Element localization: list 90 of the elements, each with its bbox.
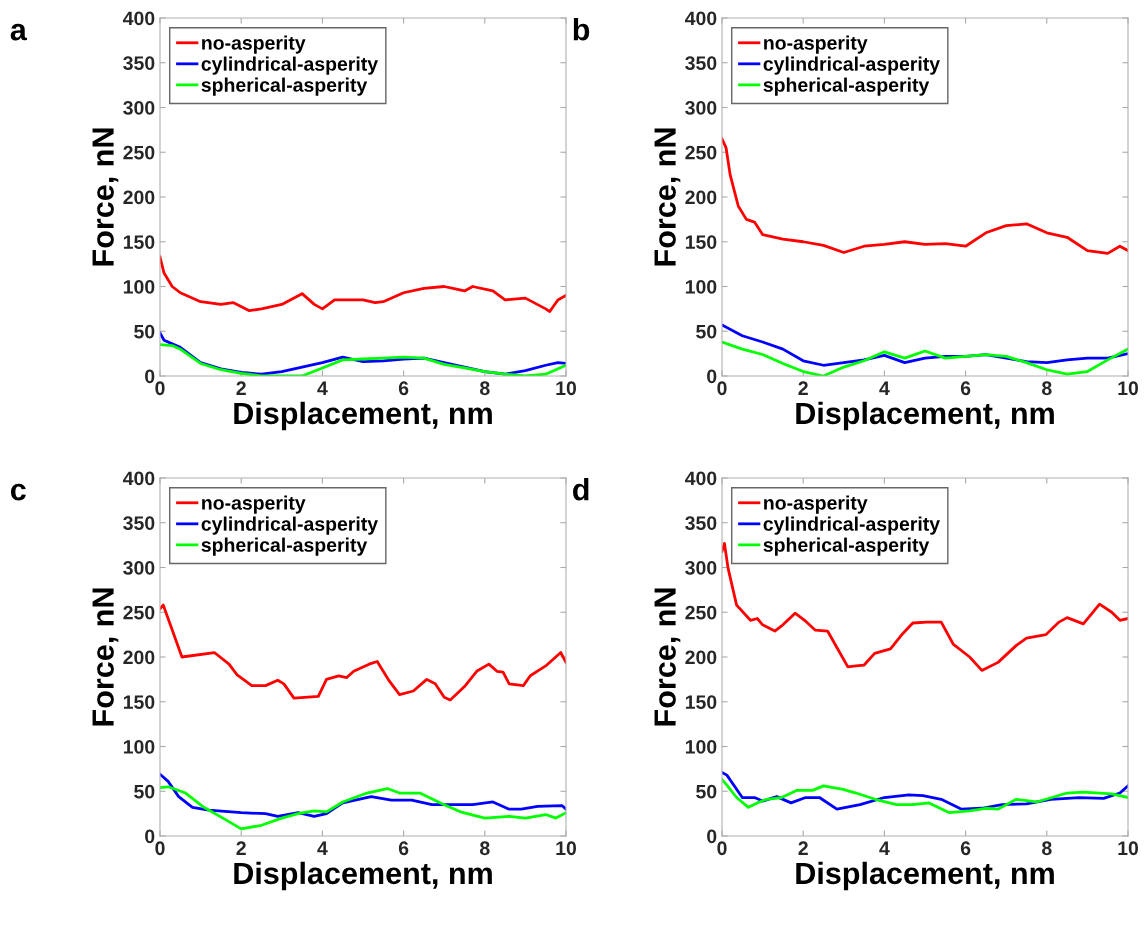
legend-label: cylindrical-asperity: [201, 56, 378, 75]
x-tick-label: 8: [480, 841, 490, 856]
x-tick-label: 6: [960, 381, 971, 396]
y-tick-label: 50: [134, 784, 155, 799]
y-tick-label: 350: [685, 516, 717, 531]
y-tick-label: 0: [707, 369, 717, 384]
legend-label: spherical-asperity: [763, 77, 930, 96]
y-tick-label: 200: [123, 650, 155, 665]
y-tick-label: 150: [123, 695, 155, 709]
line-series: [160, 785, 566, 831]
legend-label: no-asperity: [202, 35, 306, 54]
x-tick-label: 8: [1042, 841, 1052, 856]
y-tick-label: 200: [685, 650, 717, 665]
y-tick-label: 350: [123, 56, 155, 71]
y-tick-label: 50: [696, 784, 717, 799]
x-tick-label: 8: [480, 381, 490, 396]
y-tick-label: 250: [123, 605, 155, 620]
y-tick-label: 150: [123, 235, 155, 249]
y-tick-label: 0: [707, 829, 717, 844]
y-axis-title: Force, nN: [92, 588, 119, 726]
chart-title: a: [10, 23, 27, 41]
y-tick-label: 400: [684, 11, 717, 26]
y-tick-label: 400: [122, 471, 155, 486]
x-tick-label: 2: [236, 841, 246, 855]
y-tick-label: 50: [696, 324, 717, 339]
x-tick-label: 0: [717, 841, 727, 856]
line-series: [160, 603, 566, 702]
line-series: [722, 778, 1128, 815]
legend-label: cylindrical-asperity: [201, 516, 378, 535]
x-tick-label: 4: [879, 841, 890, 855]
y-tick-label: 250: [123, 145, 155, 160]
legend-label: cylindrical-asperity: [763, 56, 940, 75]
line-series: [160, 772, 566, 818]
legend-label: no-asperity: [764, 35, 868, 54]
legend-label: cylindrical-asperity: [763, 516, 940, 535]
x-tick-label: 4: [879, 381, 890, 395]
y-axis-title: Force, nN: [92, 128, 119, 266]
x-tick-label: 4: [317, 381, 328, 395]
y-tick-label: 100: [123, 279, 155, 294]
y-tick-label: 100: [685, 279, 717, 294]
x-tick-label: 0: [155, 841, 165, 856]
x-tick-label: 0: [155, 381, 165, 396]
x-tick-label: 10: [556, 841, 577, 856]
y-tick-label: 0: [145, 829, 155, 844]
y-tick-label: 200: [685, 190, 717, 205]
line-series: [722, 137, 1128, 255]
x-tick-label: 2: [798, 841, 808, 855]
y-tick-label: 50: [134, 324, 155, 339]
x-axis-title: Displacement, nm: [796, 861, 1054, 891]
x-tick-label: 2: [236, 381, 246, 395]
y-tick-label: 100: [123, 739, 155, 754]
line-series: [160, 255, 566, 313]
y-axis-title: Force, nN: [654, 128, 681, 266]
x-tick-label: 4: [317, 841, 328, 855]
y-tick-label: 0: [145, 369, 155, 384]
x-tick-label: 6: [398, 381, 409, 396]
legend-label: spherical-asperity: [763, 537, 930, 556]
y-tick-label: 300: [685, 100, 717, 115]
chart-title: b: [573, 18, 590, 41]
legend-label: no-asperity: [202, 495, 306, 514]
legend-label: no-asperity: [764, 495, 868, 514]
x-axis-title: Displacement, nm: [796, 401, 1054, 431]
x-axis-title: Displacement, nm: [234, 861, 492, 891]
y-tick-label: 400: [122, 11, 155, 26]
legend-label: spherical-asperity: [201, 77, 368, 96]
y-tick-label: 350: [685, 56, 717, 71]
chart-title: c: [10, 483, 26, 501]
y-tick-label: 250: [685, 605, 717, 620]
y-tick-label: 350: [123, 516, 155, 531]
x-tick-label: 2: [798, 381, 808, 395]
y-tick-label: 150: [685, 235, 717, 249]
x-tick-label: 10: [556, 381, 577, 396]
x-tick-label: 10: [1118, 381, 1139, 396]
x-tick-label: 10: [1118, 841, 1139, 856]
y-tick-label: 250: [685, 145, 717, 160]
y-tick-label: 300: [123, 100, 155, 115]
y-axis-title: Force, nN: [654, 588, 681, 726]
x-tick-label: 6: [960, 841, 971, 856]
y-tick-label: 300: [123, 560, 155, 575]
y-tick-label: 400: [684, 471, 717, 486]
x-tick-label: 0: [717, 381, 727, 396]
y-tick-label: 150: [685, 695, 717, 709]
y-tick-label: 300: [685, 560, 717, 575]
x-tick-label: 8: [1042, 381, 1052, 396]
chart-title: d: [573, 478, 589, 501]
x-axis-title: Displacement, nm: [234, 401, 492, 431]
y-tick-label: 100: [685, 739, 717, 754]
x-tick-label: 6: [398, 841, 409, 856]
legend-label: spherical-asperity: [201, 537, 368, 556]
y-tick-label: 200: [123, 190, 155, 205]
